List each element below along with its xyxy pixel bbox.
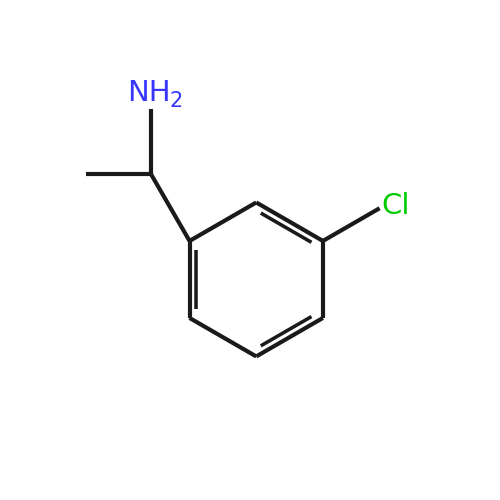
Text: NH: NH <box>128 79 171 107</box>
Text: Cl: Cl <box>382 192 410 220</box>
Text: 2: 2 <box>170 90 183 110</box>
